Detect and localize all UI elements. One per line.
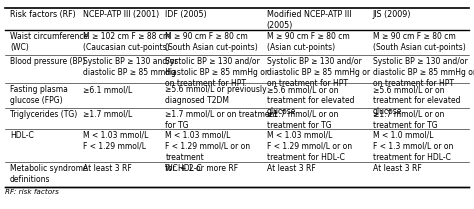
Text: IDF (2005): IDF (2005): [165, 10, 207, 19]
Text: M < 1.03 mmol/L
F < 1.29 mmol/L or on
treatment for HDL-C: M < 1.03 mmol/L F < 1.29 mmol/L or on tr…: [267, 131, 352, 162]
Text: ≥1.7 mmol/L or on
treatment for TG: ≥1.7 mmol/L or on treatment for TG: [267, 110, 338, 130]
Text: At least 3 RF: At least 3 RF: [373, 164, 421, 173]
Text: Metabolic syndrome
definitions: Metabolic syndrome definitions: [10, 164, 88, 184]
Text: ≥5.6 mmol/L or previously
diagnosed T2DM: ≥5.6 mmol/L or previously diagnosed T2DM: [165, 85, 267, 105]
Text: ≥1.7 mmol/L: ≥1.7 mmol/L: [83, 110, 132, 119]
Text: M < 1.03 mmol/L
F < 1.29 mmol/L: M < 1.03 mmol/L F < 1.29 mmol/L: [83, 131, 148, 151]
Text: Systolic BP ≥ 130 and/or
diastolic BP ≥ 85 mmHg or
on treatment for HPT: Systolic BP ≥ 130 and/or diastolic BP ≥ …: [165, 57, 269, 88]
Text: RF: risk factors: RF: risk factors: [5, 189, 59, 195]
Text: Waist circumference
(WC): Waist circumference (WC): [10, 32, 88, 52]
Text: NCEP-ATP III (2001): NCEP-ATP III (2001): [83, 10, 159, 19]
Text: M ≥ 90 cm F ≥ 80 cm
(Asian cut-points): M ≥ 90 cm F ≥ 80 cm (Asian cut-points): [267, 32, 349, 52]
Text: M ≥ 90 cm F ≥ 80 cm
(South Asian cut-points): M ≥ 90 cm F ≥ 80 cm (South Asian cut-poi…: [373, 32, 465, 52]
Text: ≥6.1 mmol/L: ≥6.1 mmol/L: [83, 85, 132, 94]
Text: Risk factors (RF): Risk factors (RF): [10, 10, 76, 19]
Text: M ≥ 102 cm F ≥ 88 cm
(Caucasian cut-points): M ≥ 102 cm F ≥ 88 cm (Caucasian cut-poin…: [83, 32, 170, 52]
Text: M < 1.0 mmol/L
F < 1.3 mmol/L or on
treatment for HDL-C: M < 1.0 mmol/L F < 1.3 mmol/L or on trea…: [373, 131, 453, 162]
Text: Systolic BP ≥ 130 and/or
diastolic BP ≥ 85 mmHg or
on treatment for HPT: Systolic BP ≥ 130 and/or diastolic BP ≥ …: [373, 57, 474, 88]
Text: M < 1.03 mmol/L
F < 1.29 mmol/L or on
treatment
for HDL-C: M < 1.03 mmol/L F < 1.29 mmol/L or on tr…: [165, 131, 251, 173]
Text: ≥5.6 mmol/L or on
treatment for elevated
glucose: ≥5.6 mmol/L or on treatment for elevated…: [267, 85, 354, 116]
Text: Triglycerides (TG): Triglycerides (TG): [10, 110, 77, 119]
Text: M ≥ 90 cm F ≥ 80 cm
(South Asian cut-points): M ≥ 90 cm F ≥ 80 cm (South Asian cut-poi…: [165, 32, 258, 52]
Text: HDL-C: HDL-C: [10, 131, 34, 140]
Text: Systolic BP ≥ 130 and/or
diastolic BP ≥ 85 mmHg or
on treatment for HPT: Systolic BP ≥ 130 and/or diastolic BP ≥ …: [267, 57, 370, 88]
Text: Blood pressure (BP): Blood pressure (BP): [10, 57, 85, 66]
Text: Modified NCEP-ATP III
(2005): Modified NCEP-ATP III (2005): [267, 10, 351, 30]
Text: At least 3 RF: At least 3 RF: [83, 164, 132, 173]
Text: WC + 2 or more RF: WC + 2 or more RF: [165, 164, 238, 173]
Text: JIS (2009): JIS (2009): [373, 10, 411, 19]
Text: ≥1.7 mmol/L or on
treatment for TG: ≥1.7 mmol/L or on treatment for TG: [373, 110, 444, 130]
Text: ≥5.6 mmol/L or on
treatment for elevated
glucose: ≥5.6 mmol/L or on treatment for elevated…: [373, 85, 460, 116]
Text: Systolic BP ≥ 130 and/or
diastolic BP ≥ 85 mmHg: Systolic BP ≥ 130 and/or diastolic BP ≥ …: [83, 57, 178, 77]
Text: At least 3 RF: At least 3 RF: [267, 164, 316, 173]
Text: ≥1.7 mmol/L or on treatment
for TG: ≥1.7 mmol/L or on treatment for TG: [165, 110, 278, 130]
Text: Fasting plasma
glucose (FPG): Fasting plasma glucose (FPG): [10, 85, 68, 105]
